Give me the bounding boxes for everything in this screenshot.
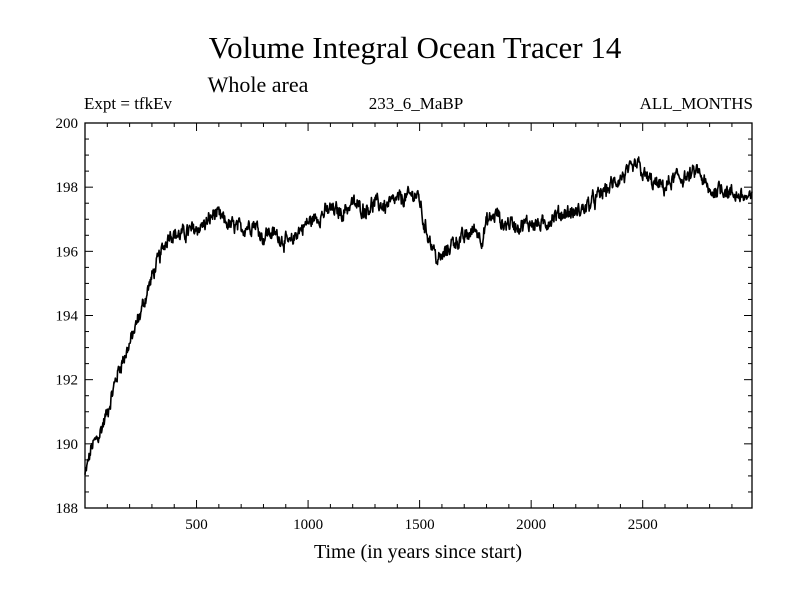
- chart-title: Volume Integral Ocean Tracer 14: [209, 30, 622, 65]
- experiment-label: Expt = tfkEv: [84, 94, 172, 113]
- months-label: ALL_MONTHS: [640, 94, 753, 113]
- x-tick-label: 1500: [405, 517, 435, 533]
- y-tick-label: 196: [56, 244, 79, 260]
- run-label: 233_6_MaBP: [369, 94, 463, 113]
- x-tick-label: 500: [185, 517, 208, 533]
- x-tick-label: 2500: [628, 517, 658, 533]
- y-tick-label: 190: [56, 437, 79, 453]
- y-tick-label: 200: [56, 116, 79, 132]
- y-tick-label: 198: [56, 180, 79, 196]
- x-axis-label: Time (in years since start): [314, 541, 522, 563]
- y-tick-label: 192: [56, 373, 79, 389]
- plot-frame: [84, 122, 753, 509]
- y-tick-label: 188: [56, 501, 79, 517]
- series-line: [84, 156, 753, 475]
- x-tick-label: 2000: [516, 517, 546, 533]
- tick-label-group: 500 1000 1500 2000 2500 188 190 192 194 196 198 200: [56, 116, 658, 533]
- chart-subtitle: Whole area: [208, 72, 309, 97]
- tick-group: [85, 122, 752, 509]
- x-tick-label: 1000: [293, 517, 323, 533]
- y-tick-label: 194: [56, 309, 79, 325]
